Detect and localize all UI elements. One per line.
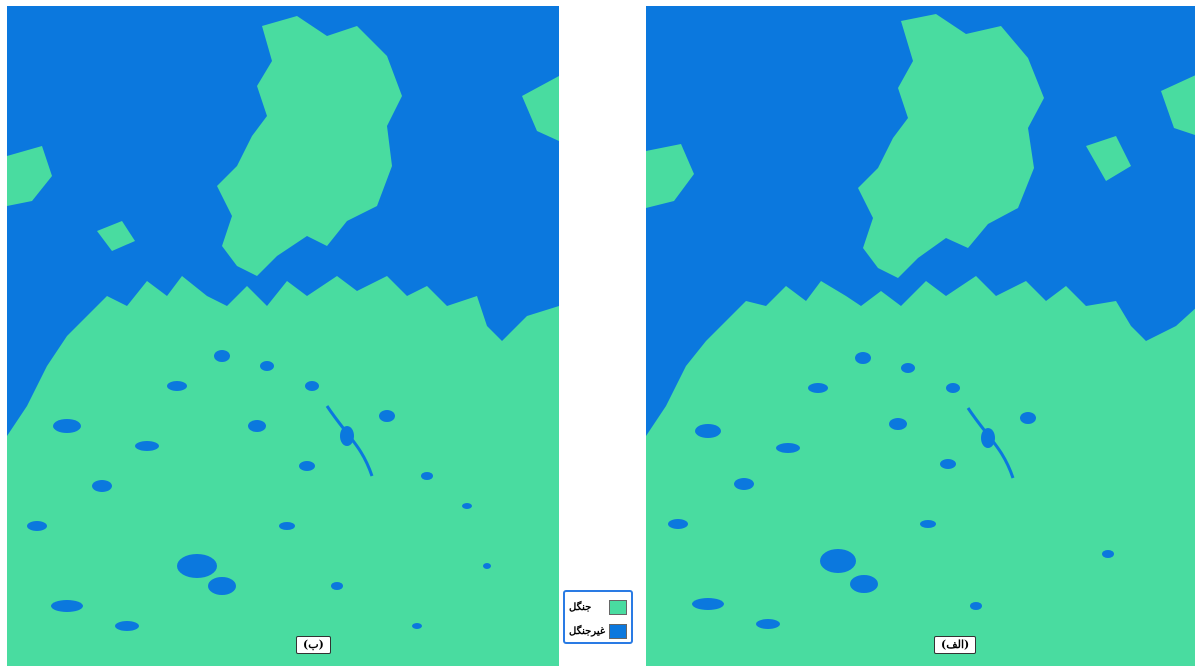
forest-island <box>97 221 135 251</box>
forest-island <box>1086 136 1131 181</box>
non-forest-patches <box>27 350 491 631</box>
non-forest-patches <box>668 352 1114 629</box>
classification-map-b <box>7 6 559 631</box>
legend-item-forest: جنگل <box>569 598 627 616</box>
forest-island <box>646 144 694 208</box>
panel-label-b: (ب) <box>296 636 331 654</box>
forest-island <box>217 16 402 276</box>
legend-item-non-forest: غیرجنگل <box>569 622 627 640</box>
forest-island <box>1161 75 1195 135</box>
river <box>966 407 1015 479</box>
legend: جنگل غیرجنگل <box>563 590 633 644</box>
river <box>325 405 374 477</box>
legend-swatch-non-forest <box>609 623 627 639</box>
forest-island <box>858 14 1044 278</box>
map-panel-a: (الف) <box>646 6 1195 666</box>
panel-label-a: (الف) <box>934 636 977 654</box>
forest-island <box>7 146 52 206</box>
legend-swatch-forest <box>609 599 627 615</box>
map-panel-b: (ب) <box>7 6 559 666</box>
forest-island <box>522 76 559 141</box>
classification-map-a <box>646 6 1195 629</box>
legend-label-non-forest: غیرجنگل <box>569 625 606 637</box>
legend-label-forest: جنگل <box>569 601 592 613</box>
